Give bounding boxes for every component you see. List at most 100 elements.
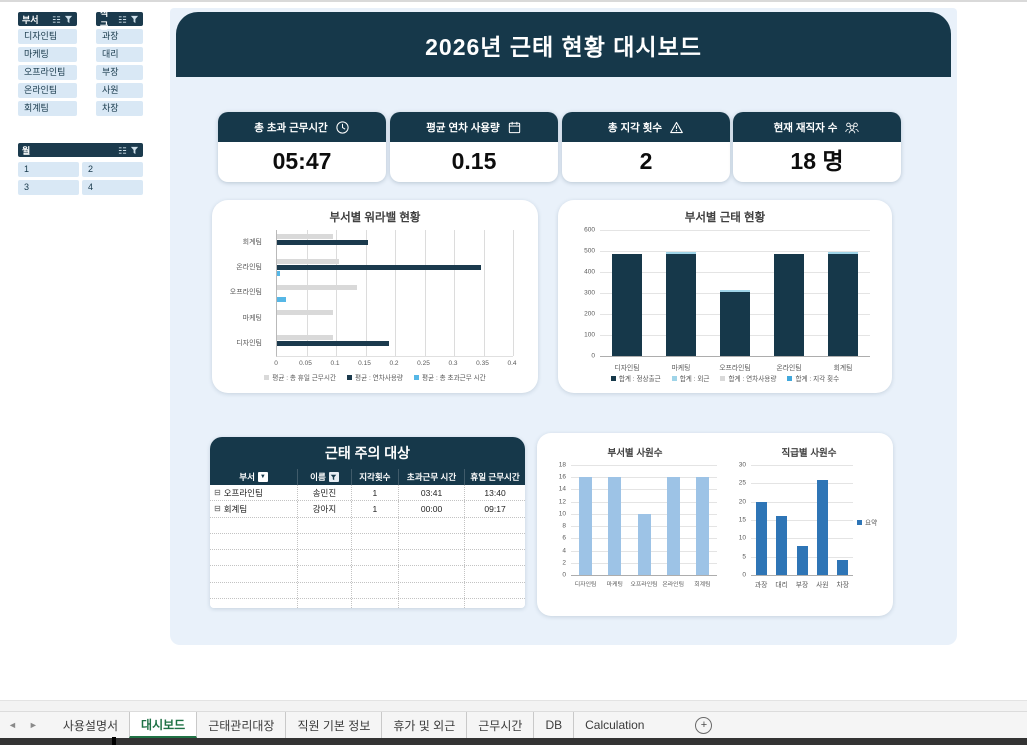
slicer-item-오프라인팀[interactable]: 오프라인팀 — [18, 65, 77, 80]
multiselect-icon[interactable] — [118, 146, 127, 155]
legend-item: 합계 : 지각 횟수 — [787, 373, 839, 383]
tab-근태관리대장[interactable]: 근태관리대장 — [208, 718, 275, 733]
legend-item: 합계 : 정상출근 — [610, 373, 661, 383]
table-row-empty[interactable] — [210, 582, 525, 600]
tab-사용설명서[interactable]: 사용설명서 — [62, 718, 119, 733]
slicer-item-사원[interactable]: 사원 — [96, 83, 143, 98]
slicer-item-3[interactable]: 3 — [18, 180, 79, 195]
legend-swatch — [413, 374, 419, 380]
legend-item: 평균 : 총 초과근무 시간 — [413, 372, 486, 382]
table-cell: 09:17 — [484, 503, 506, 514]
slicer-item-1[interactable]: 1 — [18, 162, 79, 177]
table-row-empty[interactable] — [210, 533, 525, 551]
axis-tick-label: 10 — [558, 510, 566, 518]
slicer-item-4[interactable]: 4 — [82, 180, 143, 195]
slicer-item-온라인팀[interactable]: 온라인팀 — [18, 83, 77, 98]
category-label: 오프라인팀 — [719, 365, 751, 372]
gridline — [600, 272, 870, 273]
axis-tick-label: 400 — [584, 268, 595, 276]
gridline — [336, 230, 337, 356]
kpi-label: 현재 재직자 수 — [773, 121, 838, 134]
dropdown-filter-icon[interactable]: ▼ — [257, 472, 268, 482]
tab-직원 기본 정보[interactable]: 직원 기본 정보 — [285, 712, 381, 738]
bar — [277, 340, 390, 346]
legend-item: 평균 : 연차사용량 — [347, 372, 403, 382]
filter-applied-icon[interactable] — [328, 472, 339, 482]
column-label: 부서 — [239, 472, 255, 482]
tab-scroll-right-icon[interactable]: ► — [28, 720, 38, 730]
clear-filter-icon[interactable] — [130, 15, 139, 24]
table-row[interactable]: ⊟ 회계팀 강아지 1 00:00 09:17 — [210, 501, 525, 518]
slicer-item-디자인팀[interactable]: 디자인팀 — [18, 29, 77, 44]
table-row-empty[interactable] — [210, 599, 525, 608]
tab-대시보드[interactable]: 대시보드 — [129, 712, 198, 738]
calendar-icon — [508, 121, 520, 133]
multiselect-icon[interactable] — [52, 15, 61, 24]
axis-tick-label: 14 — [558, 485, 566, 493]
add-sheet-button[interactable]: + — [695, 712, 713, 738]
table-row-empty[interactable] — [210, 566, 525, 583]
axis-tick-label: 18 — [558, 461, 566, 469]
table-row-empty[interactable] — [210, 550, 525, 567]
slicer-item-마케팅[interactable]: 마케팅 — [18, 47, 77, 62]
horizontal-scrollbar[interactable] — [0, 700, 1027, 712]
axis-tick-label: 16 — [558, 473, 566, 481]
slicer-item-부장[interactable]: 부장 — [96, 65, 143, 80]
slicer-item-회계팀[interactable]: 회계팀 — [18, 101, 77, 116]
slicer-position: 직급 과장 대리 부장 사원 차장 — [96, 8, 143, 116]
axis-tick-label: 12 — [558, 498, 566, 506]
table-cell — [210, 533, 299, 550]
clear-filter-icon[interactable] — [64, 15, 73, 24]
plot-area — [751, 465, 853, 576]
multiselect-icon[interactable] — [118, 15, 127, 24]
column-header-overtime: 초과근무 시간 — [399, 469, 466, 485]
attendance-chart-card: 부서별 근태 현황 0 100 200 300 400 500 600 디자인팀 마케팅 오프라… — [558, 200, 892, 393]
table-row-empty[interactable] — [210, 517, 525, 534]
axis-tick-label: 0.3 — [448, 360, 458, 367]
table-row[interactable]: ⊟ 오프라인팀 송민진 1 03:41 13:40 — [210, 485, 525, 502]
table-cell — [465, 583, 525, 598]
legend-item: 합계 : 연차사용량 — [720, 373, 776, 383]
table-cell: 03:41 — [399, 485, 466, 501]
kpi-value: 05:47 — [272, 148, 332, 174]
table-cell — [210, 599, 299, 608]
category-label: 과장 — [754, 582, 768, 589]
tab-DB[interactable]: DB — [533, 712, 573, 738]
collapse-icon[interactable]: ⊟ — [214, 504, 221, 514]
table-cell: 1 — [352, 485, 399, 501]
category-label: 회계팀 — [242, 239, 262, 246]
legend-swatch — [671, 375, 677, 381]
gridline — [751, 538, 853, 540]
sheet-tabs: 사용설명서 대시보드 근태관리대장 직원 기본 정보 휴가 및 외근 근무시간 DB Calc… — [52, 712, 656, 738]
category-label: 사원 — [816, 582, 829, 589]
tab-휴가 및 외근[interactable]: 휴가 및 외근 — [381, 712, 466, 738]
gridline — [483, 230, 485, 356]
bar — [666, 253, 696, 356]
tab-Calculation[interactable]: Calculation — [573, 712, 655, 738]
gridline — [600, 230, 870, 231]
category-label: 마케팅 — [242, 314, 262, 322]
kpi-header: 평균 연차 사용량 — [390, 112, 558, 142]
category-axis: 과장 대리 부장 사원 차장 — [751, 577, 853, 589]
bar — [695, 477, 709, 575]
slicer-item-대리[interactable]: 대리 — [96, 47, 143, 62]
clear-filter-icon[interactable] — [130, 146, 139, 155]
collapse-icon[interactable]: ⊟ — [214, 488, 221, 498]
table-cell: 강아지 — [298, 501, 352, 517]
axis-tick-label: 0 — [591, 352, 595, 360]
bar — [277, 234, 334, 240]
count-charts-card: 부서별 사원수 0 2 4 6 8 10 12 14 16 18 디자인팀 마케팅 오프라인팀 온라인팀… — [537, 433, 893, 616]
table-cell — [352, 533, 399, 550]
slicer-title: 월 — [22, 145, 31, 156]
slicer-item-차장[interactable]: 차장 — [96, 101, 143, 116]
category-label: 디자인팀 — [236, 339, 262, 347]
legend-swatch — [264, 374, 270, 380]
table-cell — [352, 582, 399, 599]
gridline — [600, 356, 870, 357]
axis-tick-label: 0 — [562, 571, 566, 579]
slicer-item-과장[interactable]: 과장 — [96, 29, 143, 44]
slicer-item-2[interactable]: 2 — [82, 162, 143, 177]
tab-scroll-left-icon[interactable]: ◄ — [8, 720, 17, 730]
axis-tick-label: 500 — [584, 247, 595, 255]
tab-근무시간[interactable]: 근무시간 — [466, 712, 533, 738]
